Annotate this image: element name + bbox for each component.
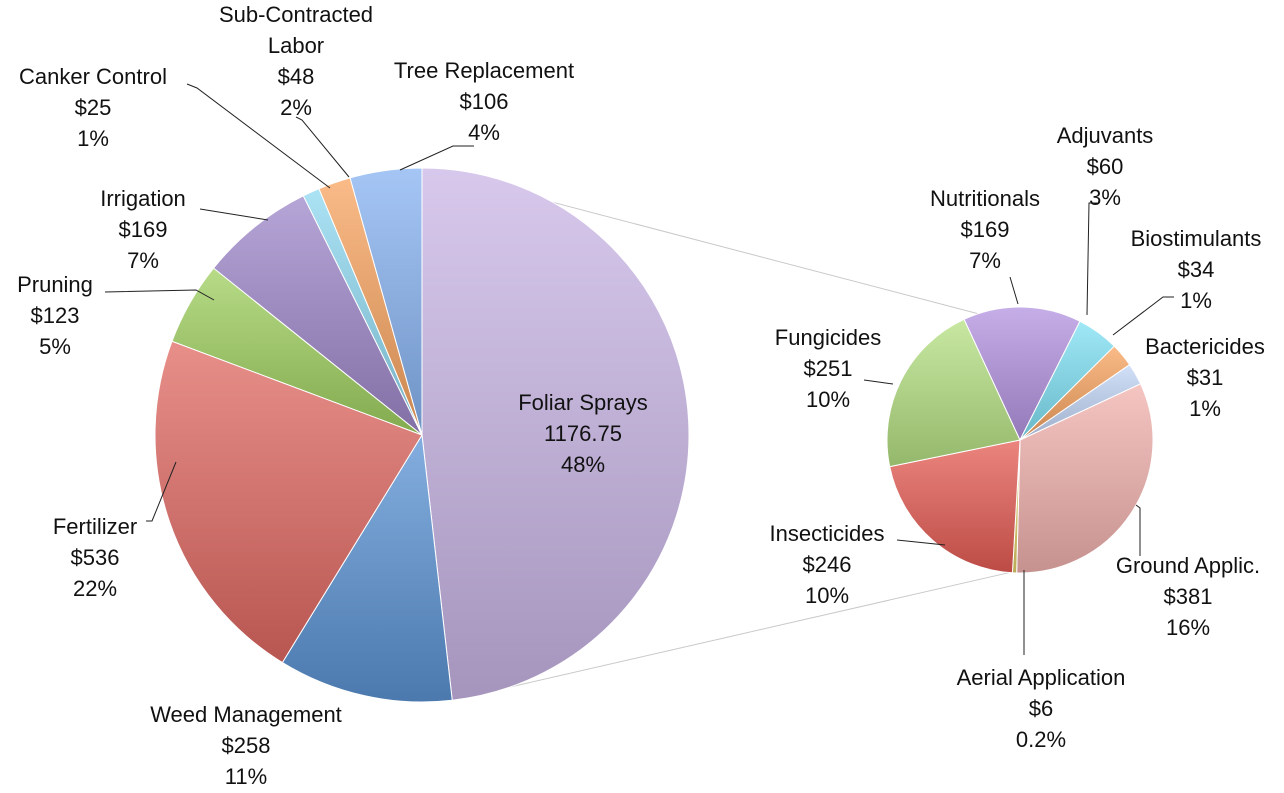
main-label-irrigation: Irrigation $169 7%	[100, 186, 186, 273]
slice-tree-replacement	[349, 167, 423, 436]
secondary-label-adjuvants: Adjuvants $60 3%	[1057, 123, 1154, 210]
secondary-leader-nutritionals	[1009, 276, 1019, 305]
secondary-leader-adjuvants	[1086, 202, 1097, 316]
slice-fungicides	[886, 318, 1021, 468]
slice-fertilizer	[154, 340, 423, 664]
main-label-sub-contracted-labor: Sub-Contracted Labor $48 2%	[219, 2, 373, 120]
secondary-label-aerial-application: Aerial Application $6 0.2%	[957, 665, 1126, 752]
secondary-label-nutritionals: Nutritionals $169 7%	[930, 186, 1040, 273]
secondary-label-insecticides: Insecticides $246 10%	[770, 521, 885, 608]
slice-irrigation	[212, 195, 423, 436]
slice-foliar-sprays	[421, 167, 690, 701]
secondary-label-biostimulants: Biostimulants $34 1%	[1131, 226, 1262, 313]
secondary-label-fungicides: Fungicides $251 10%	[775, 325, 881, 412]
secondary-leader-insecticides	[896, 539, 946, 546]
secondary-leader-biostimulants	[1112, 296, 1174, 336]
secondary-label-bactericides: Bactericides $31 1%	[1145, 334, 1265, 421]
slice-nutritionals	[963, 306, 1081, 442]
main-pie	[154, 167, 690, 703]
main-label-fertilizer: Fertilizer $536 22%	[53, 514, 137, 601]
secondary-leader-ground-applic	[1135, 504, 1141, 556]
main-label-tree-replacement: Tree Replacement $106 4%	[394, 58, 574, 145]
slice-insecticides	[889, 439, 1021, 574]
secondary-pie	[886, 306, 1154, 574]
secondary-label-ground-applic: Ground Applic. $381 16%	[1116, 553, 1260, 640]
main-leader-pruning	[104, 289, 215, 301]
main-leader-canker-control	[186, 83, 331, 189]
slice-ground-applic	[1016, 383, 1154, 574]
slice-weed-management	[281, 433, 453, 703]
main-label-canker-control: Canker Control $25 1%	[19, 64, 167, 151]
main-leader-fertilizer	[146, 461, 177, 522]
main-label-pruning: Pruning $123 5%	[17, 272, 93, 359]
main-leader-irrigation	[199, 208, 269, 221]
main-leader-sub-contracted-labor	[295, 116, 350, 178]
main-label-foliar-sprays: Foliar Sprays 1176.75 48%	[518, 390, 648, 477]
main-leader-tree-replacement	[399, 145, 474, 171]
secondary-leader-fungicides	[863, 379, 894, 385]
main-label-weed-management: Weed Management $258 11%	[150, 702, 342, 789]
connector-line-bottom	[452, 572, 1010, 701]
slice-bactericides	[1019, 364, 1142, 441]
